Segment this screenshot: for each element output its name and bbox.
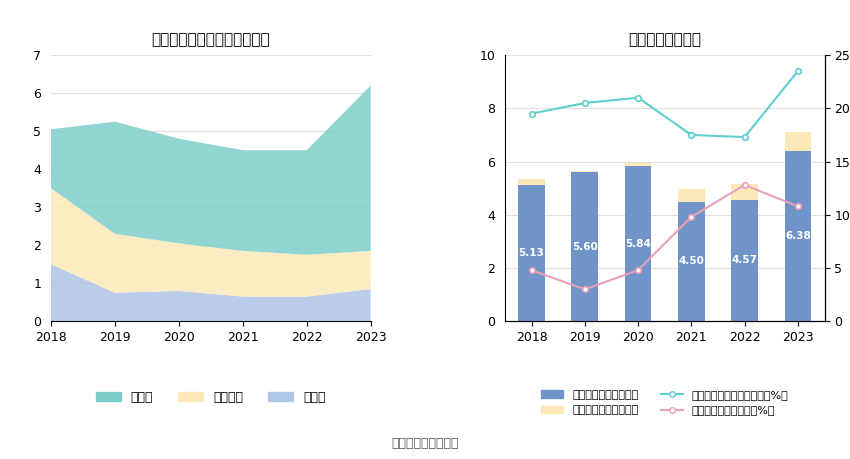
Text: 6.38: 6.38 <box>785 231 811 241</box>
Bar <box>785 151 811 321</box>
Legend: 原材料, 库存商品, 在产品: 原材料, 库存商品, 在产品 <box>91 386 331 409</box>
Bar <box>571 172 598 321</box>
Bar <box>518 185 545 321</box>
Bar <box>625 166 651 321</box>
Text: 4.57: 4.57 <box>732 256 757 265</box>
Bar <box>731 184 758 200</box>
Bar <box>731 200 758 321</box>
Text: 5.60: 5.60 <box>572 242 598 252</box>
Bar <box>625 162 651 166</box>
Text: 数据来源：恒生聚源: 数据来源：恒生聚源 <box>391 437 459 450</box>
Bar <box>518 179 545 185</box>
Title: 近年存货变化堆积图（亿元）: 近年存货变化堆积图（亿元） <box>151 32 270 47</box>
Title: 历年存货变动情况: 历年存货变动情况 <box>628 32 701 47</box>
Text: 4.50: 4.50 <box>678 257 705 266</box>
Bar <box>785 132 811 151</box>
Bar <box>571 171 598 172</box>
Legend: 存货账面价值（亿元）, 存货跌价准备（亿元）, 右轴：存货占净资产比例（%）, 右轴：存货计提比例（%）: 存货账面价值（亿元）, 存货跌价准备（亿元）, 右轴：存货占净资产比例（%）, … <box>536 386 793 420</box>
Bar <box>678 189 705 202</box>
Text: 5.84: 5.84 <box>625 239 651 249</box>
Text: 5.13: 5.13 <box>518 248 544 258</box>
Bar <box>678 202 705 321</box>
